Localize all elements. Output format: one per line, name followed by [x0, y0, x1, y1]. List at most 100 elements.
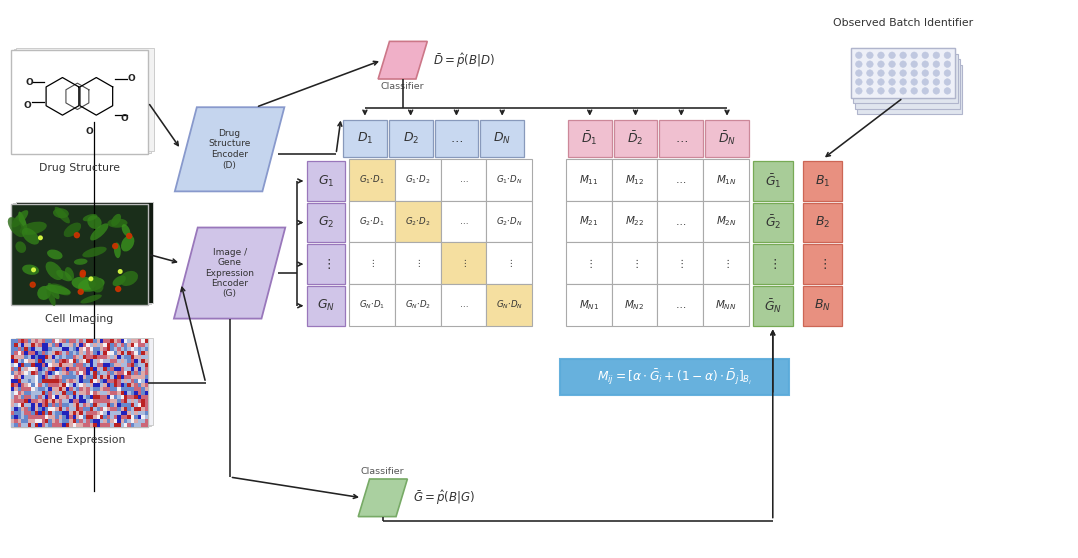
Ellipse shape — [12, 210, 28, 228]
Text: $G_2{\cdot}D_N$: $G_2{\cdot}D_N$ — [496, 215, 523, 228]
Bar — [118, 387, 121, 391]
Bar — [118, 407, 121, 411]
Circle shape — [944, 79, 951, 85]
Text: $M_{21}$: $M_{21}$ — [579, 215, 598, 228]
Bar — [89, 371, 93, 375]
Circle shape — [856, 61, 862, 68]
Text: $B_1$: $B_1$ — [815, 174, 830, 189]
Bar — [93, 359, 97, 363]
Bar — [80, 391, 83, 395]
Bar — [80, 363, 83, 367]
Bar — [103, 415, 107, 418]
Bar — [31, 418, 34, 422]
Bar — [118, 399, 121, 403]
Ellipse shape — [112, 276, 126, 286]
Circle shape — [911, 52, 917, 59]
Bar — [803, 244, 842, 284]
Bar — [66, 352, 69, 355]
Circle shape — [900, 88, 907, 94]
Bar — [34, 383, 38, 387]
Bar — [69, 367, 72, 371]
Bar — [86, 418, 89, 422]
Text: $\bar{D}_N$: $\bar{D}_N$ — [718, 129, 736, 147]
Text: $\vdots$: $\vdots$ — [506, 257, 512, 269]
Bar — [66, 422, 69, 426]
Bar — [55, 375, 59, 379]
Bar — [83, 347, 86, 352]
Bar — [42, 355, 45, 359]
Bar — [45, 403, 49, 407]
Ellipse shape — [19, 222, 46, 235]
Bar — [72, 339, 75, 343]
Bar — [103, 387, 107, 391]
Bar — [34, 371, 38, 375]
Bar — [441, 284, 486, 325]
Bar — [42, 403, 45, 407]
Bar — [63, 418, 66, 422]
Text: $G_N{\cdot}D_N$: $G_N{\cdot}D_N$ — [496, 299, 523, 311]
Bar — [69, 371, 72, 375]
Bar — [66, 407, 69, 411]
Bar — [144, 415, 148, 418]
Text: $\ldots$: $\ldots$ — [675, 217, 686, 227]
Bar — [14, 403, 17, 407]
Bar — [63, 359, 66, 363]
Bar — [49, 415, 52, 418]
Bar — [118, 343, 121, 347]
Bar — [118, 415, 121, 418]
Bar — [107, 418, 110, 422]
Circle shape — [856, 88, 862, 94]
Bar — [75, 422, 80, 426]
Bar — [34, 395, 38, 399]
Bar — [14, 363, 17, 367]
Bar — [118, 411, 121, 415]
Bar — [83, 391, 86, 395]
Bar — [63, 411, 66, 415]
Bar — [66, 387, 69, 391]
Bar — [130, 411, 135, 415]
Bar — [34, 415, 38, 418]
Bar — [486, 242, 533, 284]
Circle shape — [934, 70, 940, 76]
Bar — [93, 339, 97, 343]
Bar — [69, 407, 72, 411]
Bar — [130, 343, 135, 347]
Bar — [49, 343, 52, 347]
Bar — [144, 339, 148, 343]
Bar — [49, 367, 52, 371]
Bar — [124, 339, 127, 343]
Bar — [22, 422, 25, 426]
Bar — [49, 375, 52, 379]
Bar — [31, 363, 34, 367]
Bar — [52, 371, 55, 375]
Bar — [25, 418, 28, 422]
Bar — [49, 391, 52, 395]
Bar — [49, 363, 52, 367]
Bar — [80, 359, 83, 363]
Bar — [38, 391, 42, 395]
Bar — [72, 347, 75, 352]
Bar — [118, 379, 121, 383]
Bar — [86, 383, 89, 387]
Bar — [110, 395, 113, 399]
Bar — [349, 242, 395, 284]
Text: $\bar{G}_2$: $\bar{G}_2$ — [764, 214, 780, 232]
Bar — [25, 363, 28, 367]
Bar — [11, 367, 14, 371]
Bar — [42, 418, 45, 422]
Bar — [25, 403, 28, 407]
Bar — [113, 363, 118, 367]
Bar — [83, 359, 86, 363]
Bar — [752, 286, 792, 325]
Bar — [103, 422, 107, 426]
Bar — [100, 339, 103, 343]
Bar — [100, 363, 103, 367]
Bar — [100, 422, 103, 426]
Bar — [93, 375, 97, 379]
Bar — [86, 339, 89, 343]
Bar — [121, 415, 124, 418]
Bar — [135, 391, 138, 395]
Bar — [52, 403, 55, 407]
Bar — [349, 201, 395, 242]
Bar — [127, 359, 130, 363]
